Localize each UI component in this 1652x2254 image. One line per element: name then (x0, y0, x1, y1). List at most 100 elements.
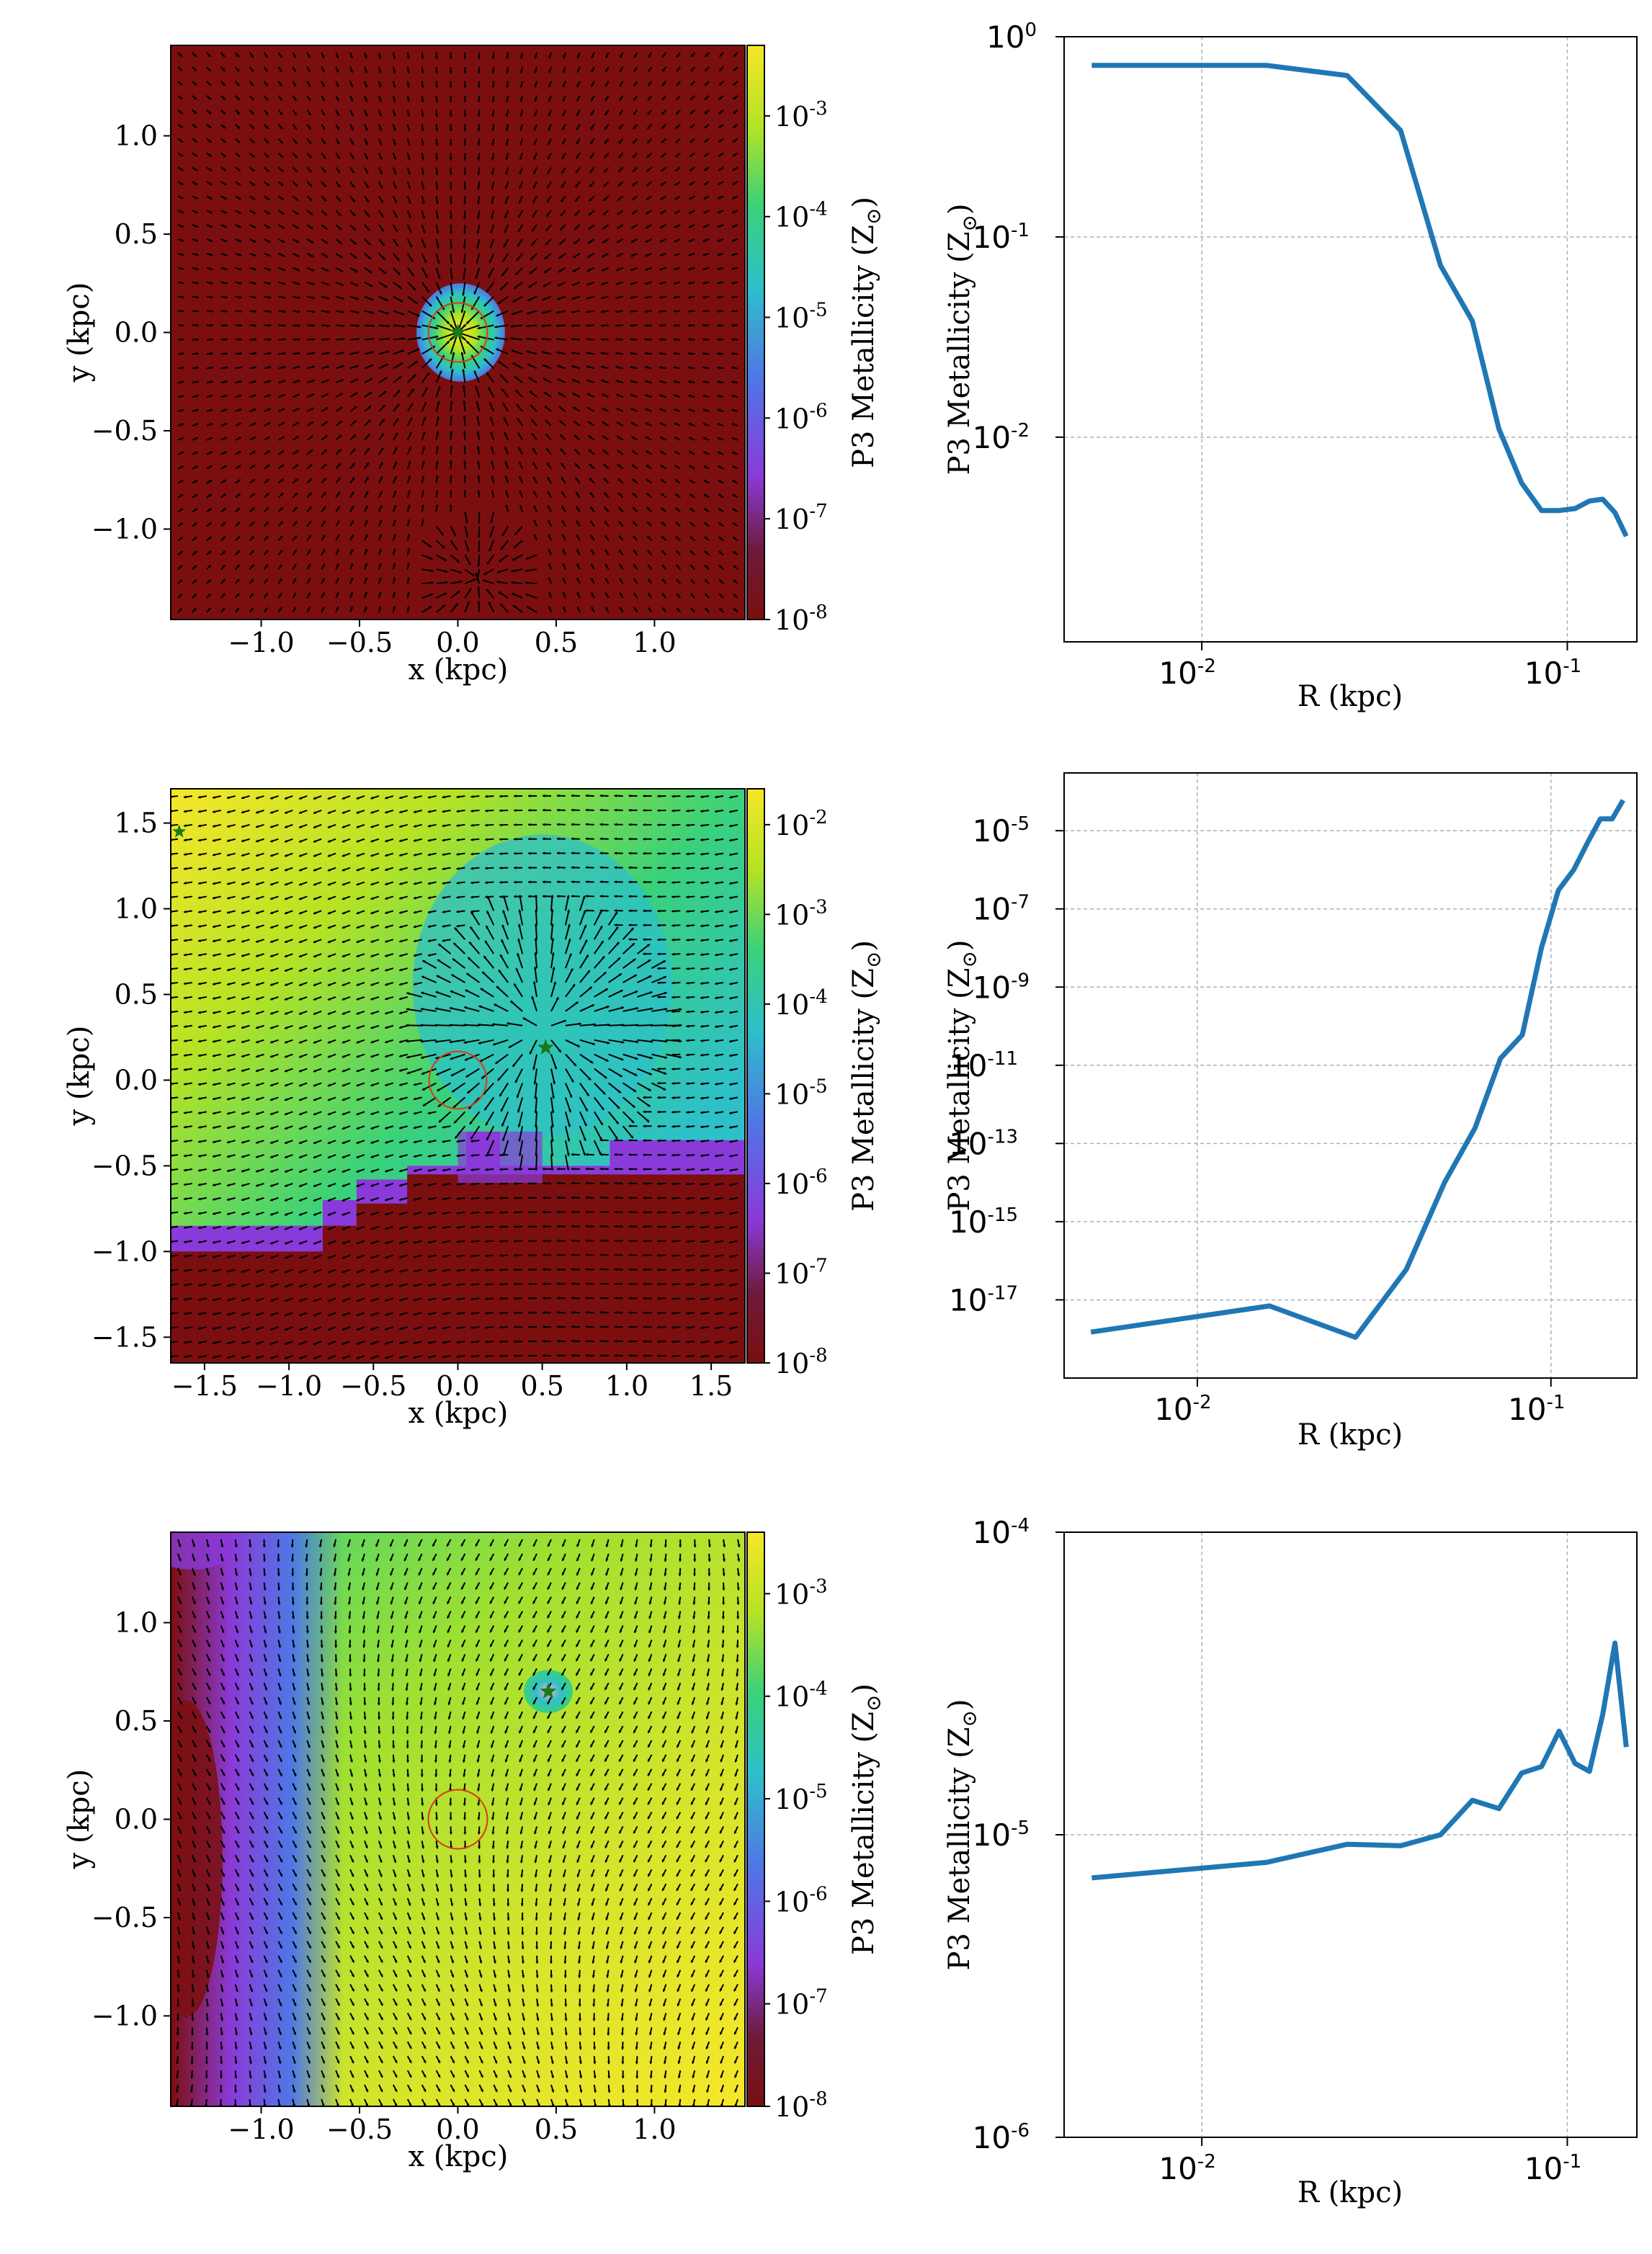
arrow-head (414, 939, 416, 943)
arrow-head (541, 324, 545, 328)
arrow-head (195, 196, 198, 200)
arrow-head (633, 140, 636, 144)
arrow-head (548, 491, 550, 494)
arrow-head (293, 55, 296, 58)
arrow-head (308, 550, 311, 553)
arrow-head (733, 125, 736, 128)
arrow-head (491, 201, 494, 205)
arrow-head (589, 213, 592, 215)
arrow-head (179, 509, 183, 511)
arrow-head (266, 493, 269, 496)
arrow-head (429, 358, 432, 362)
arrow-head (293, 83, 297, 86)
arrow-head (256, 1227, 259, 1230)
arrow-head (195, 238, 199, 242)
arrow-head (371, 310, 375, 314)
arrow-head (285, 1284, 287, 1288)
arrow-head (615, 380, 619, 383)
arrow-head (224, 267, 228, 271)
arrow-head (703, 451, 707, 455)
arrow-head (477, 521, 481, 524)
arrow-head (427, 1140, 431, 1143)
arrow-head (412, 287, 416, 290)
arrow-head (427, 1255, 431, 1258)
arrow-head (385, 1097, 388, 1101)
arrow-head (241, 896, 244, 900)
arrow-head (659, 408, 663, 411)
arrow-head (256, 939, 259, 943)
arrow-head (309, 197, 313, 201)
arrow-head (198, 1068, 201, 1072)
arrow-head (408, 447, 411, 450)
arrow-head (379, 128, 382, 131)
arrow-head (449, 71, 452, 73)
arrow-head (184, 1111, 187, 1114)
arrow-head (532, 200, 536, 203)
arrow-head (268, 323, 272, 327)
velocity-arrow (450, 973, 465, 983)
arrow-head (381, 419, 385, 422)
arrow-head (256, 1270, 259, 1274)
arrow-head (285, 926, 287, 929)
arrow-head (341, 1198, 345, 1202)
arrow-head (690, 565, 694, 568)
arrow-head (354, 256, 357, 259)
arrow-head (589, 463, 592, 467)
arrow-head (393, 113, 396, 117)
arrow-head (184, 838, 187, 842)
arrow-head (356, 1299, 360, 1302)
arrow-head (600, 338, 604, 341)
velocity-arrow (450, 990, 465, 998)
arrow-head (421, 1055, 424, 1059)
arrow-head (573, 241, 577, 244)
arrow-head (327, 323, 330, 328)
arrow-head (662, 607, 666, 611)
arrow-head (270, 897, 273, 900)
arrow-head (370, 997, 374, 1001)
arrow-head (702, 253, 706, 256)
arrow-head (398, 376, 402, 380)
arrow-head (468, 562, 471, 565)
arrow-head (704, 111, 707, 115)
velocity-arrow (421, 335, 439, 341)
arrow-head (435, 99, 439, 102)
arrow-head (647, 550, 651, 553)
arrow-head (236, 550, 240, 554)
arrow-head (398, 285, 402, 289)
arrow-head (195, 366, 199, 370)
arrow-head (367, 434, 370, 437)
arrow-head (602, 268, 605, 272)
arrow-head (312, 323, 316, 327)
arrow-head (527, 298, 531, 302)
arrow-head (264, 83, 268, 86)
arrow-head (283, 323, 286, 327)
arrow-head (280, 183, 284, 187)
arrow-head (660, 451, 664, 454)
arrow-head (436, 1072, 439, 1075)
arrow-head (195, 267, 199, 271)
arrow-head (563, 592, 566, 596)
arrow-head (222, 111, 226, 115)
arrow-head (410, 259, 414, 262)
arrow-head (370, 284, 373, 287)
arrow-head (516, 404, 519, 407)
arrow-head (704, 508, 707, 511)
arrow-head (385, 896, 388, 900)
arrow-head (198, 882, 201, 885)
velocity-arrow (452, 1096, 466, 1109)
arrow-head (541, 337, 545, 341)
arrow-head (350, 549, 354, 553)
velocity-arrow (449, 1024, 465, 1027)
arrow-head (254, 310, 257, 313)
arrow-head (282, 352, 286, 355)
arrow-head (341, 1069, 345, 1073)
arrow-head (421, 460, 425, 464)
arrow-head (385, 1126, 388, 1130)
arrow-head (195, 182, 198, 185)
arrow-head (615, 310, 618, 313)
velocity-arrow (406, 1053, 422, 1059)
arrow-head (280, 478, 284, 482)
arrow-head (436, 216, 439, 219)
arrow-head (519, 461, 522, 465)
